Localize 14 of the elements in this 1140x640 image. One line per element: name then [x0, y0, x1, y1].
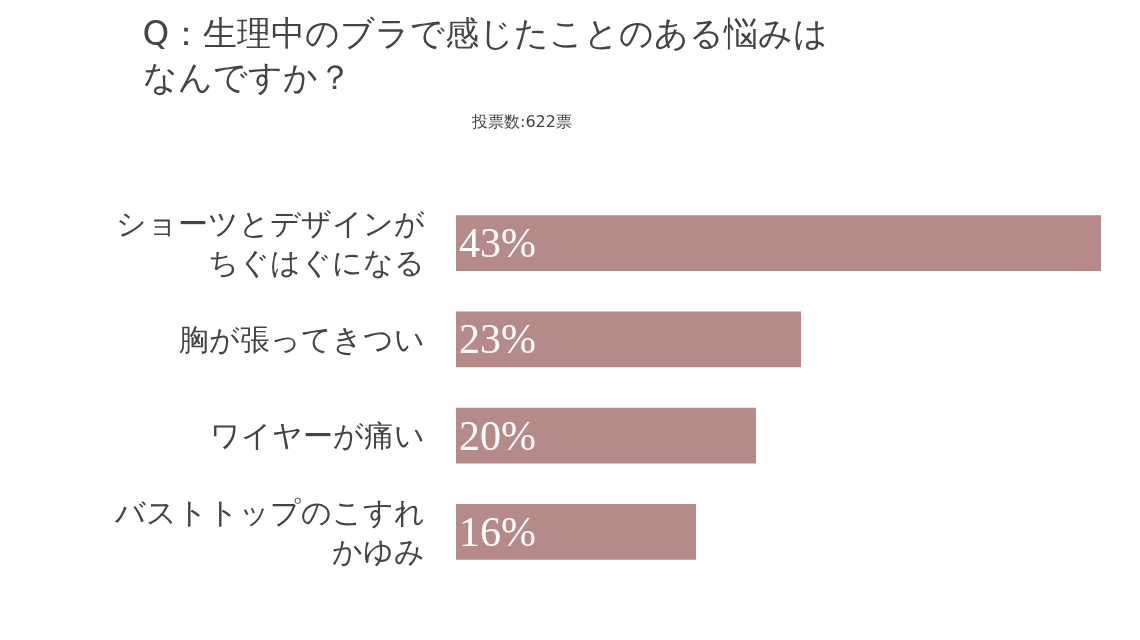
bar — [456, 503, 696, 560]
chart-title: Q：生理中のブラで感じたことのある悩みはなんですか？ — [142, 12, 829, 97]
bar — [456, 407, 756, 464]
data-label: 43% — [459, 220, 536, 267]
data-label: 16% — [459, 508, 536, 555]
chart-subtitle: 投票数:622票 — [471, 112, 572, 131]
bar — [456, 215, 1101, 272]
y-tick-label: 胸が張ってきつい — [179, 321, 425, 357]
y-tick-label: バストトップのこすれかゆみ — [114, 494, 425, 569]
bar — [456, 311, 801, 368]
data-label: 23% — [459, 316, 536, 363]
y-tick-label: ワイヤーが痛い — [210, 418, 425, 454]
data-label: 20% — [459, 412, 536, 459]
y-tick-label: ショーツとデザインがちぐはぐになる — [116, 206, 425, 281]
